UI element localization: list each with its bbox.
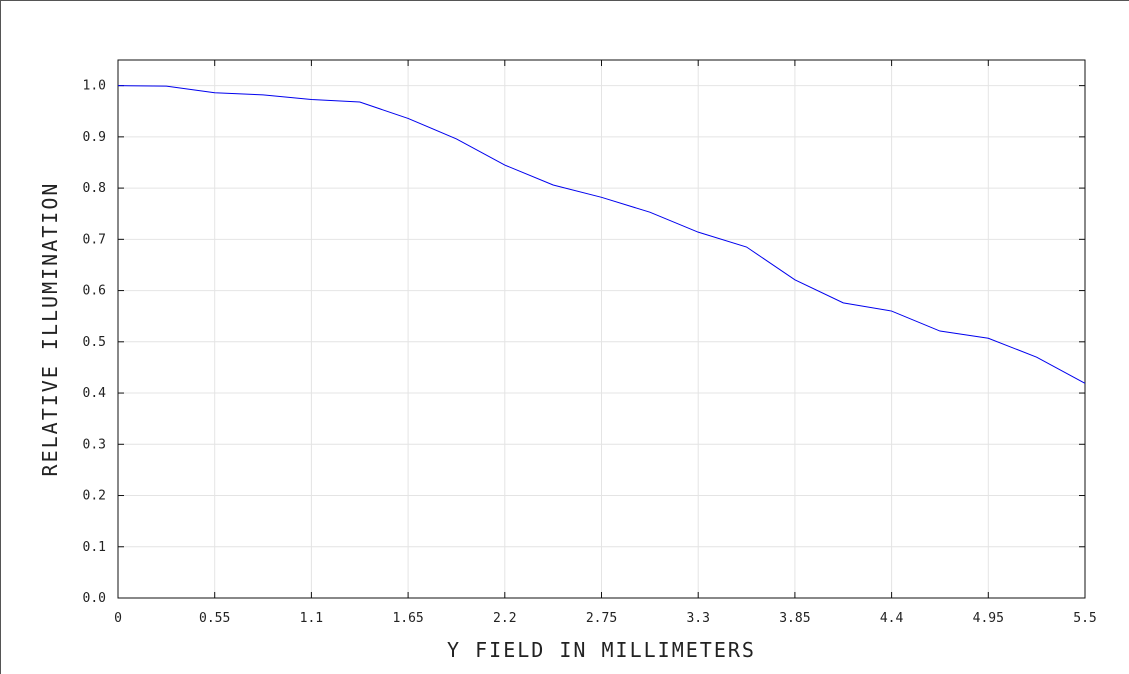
x-tick-label: 4.95 <box>973 611 1004 626</box>
y-tick-label: 0.7 <box>83 232 106 247</box>
y-tick-label: 0.0 <box>83 591 106 606</box>
y-tick-label: 0.6 <box>83 284 106 299</box>
x-tick-label: 0.55 <box>199 611 230 626</box>
y-tick-label: 0.4 <box>83 386 107 401</box>
x-tick-label: 2.75 <box>586 611 617 626</box>
y-axis-title: RELATIVE ILLUMINATION <box>38 182 62 477</box>
x-tick-label: 4.4 <box>880 611 904 626</box>
tick-marks <box>117 60 1086 599</box>
y-tick-label: 0.2 <box>83 489 106 504</box>
y-tick-labels: 0.0 0.1 0.2 0.3 0.4 0.5 0.6 0.7 0.8 0.9 1.0 <box>83 79 107 606</box>
y-tick-label: 0.3 <box>83 437 106 452</box>
y-tick-label: 0.1 <box>83 540 106 555</box>
y-tick-label: 0.5 <box>83 335 106 350</box>
y-tick-label: 1.0 <box>83 79 106 94</box>
series-line <box>117 85 1086 384</box>
x-tick-label: 5.5 <box>1073 611 1096 626</box>
x-tick-label: 3.85 <box>779 611 810 626</box>
series-group <box>117 85 1086 384</box>
x-tick-label: 2.2 <box>493 611 516 626</box>
x-tick-label: 1.65 <box>392 611 423 626</box>
grid-lines <box>117 60 1086 599</box>
x-tick-label: 0 <box>114 611 122 626</box>
x-tick-labels: 0 0.55 1.1 1.65 2.2 2.75 3.3 3.85 4.4 4.95 5.5 <box>114 611 1097 626</box>
x-tick-label: 3.3 <box>686 611 709 626</box>
y-tick-label: 0.9 <box>83 130 106 145</box>
y-tick-label: 0.8 <box>83 181 106 196</box>
x-axis-title: Y FIELD IN MILLIMETERS <box>447 638 756 662</box>
x-tick-label: 1.1 <box>300 611 323 626</box>
